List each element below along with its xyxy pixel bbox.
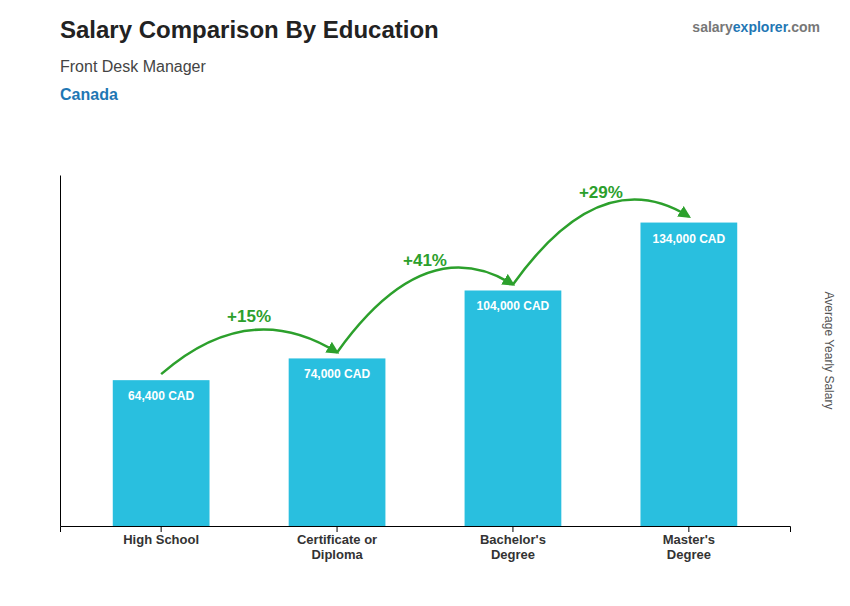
x-tick-mark xyxy=(512,526,513,532)
x-tick-label-line: Bachelor's xyxy=(480,532,546,547)
change-arrows: +15% +41% +29% xyxy=(161,183,689,374)
data-label: 64,400 CAD xyxy=(128,389,194,403)
change-arrow xyxy=(513,200,689,285)
website: salaryexplorer.com xyxy=(692,19,820,35)
data-label: 134,000 CAD xyxy=(652,232,725,246)
x-tick-label: High School xyxy=(123,532,199,547)
x-tick-mark xyxy=(688,526,689,532)
x-tick-label-line: Diploma xyxy=(311,547,363,562)
x-axis-line xyxy=(61,527,791,533)
x-tick-label-line: Master's xyxy=(663,532,715,547)
bar xyxy=(289,358,386,526)
country: Canada xyxy=(60,86,118,103)
x-tick-label-line: High School xyxy=(123,532,199,547)
bar xyxy=(113,380,210,526)
y-axis-line xyxy=(60,176,61,527)
subtitle: Front Desk Manager xyxy=(60,58,207,75)
bar xyxy=(465,290,562,526)
x-tick-label-line: Degree xyxy=(667,547,711,562)
y-axis xyxy=(60,176,61,527)
change-arrow xyxy=(161,329,337,374)
website-part: explorer xyxy=(733,19,789,35)
x-tick-label-line: Certificate or xyxy=(297,532,377,547)
website-part: .com xyxy=(787,19,820,35)
change-arrow xyxy=(337,267,513,352)
bar xyxy=(640,223,737,526)
chart: Salary Comparison By Education Front Desk… xyxy=(0,0,850,606)
x-tick-mark xyxy=(337,526,338,532)
plot: High School Certificate orDiploma Bachelor… xyxy=(61,176,791,563)
data-labels: 64,400 CAD 74,000 CAD 104,000 CAD 134,000 C… xyxy=(128,232,725,404)
title: Salary Comparison By Education xyxy=(60,16,439,43)
website-part: salary xyxy=(692,19,733,35)
change-label: +29% xyxy=(579,183,623,202)
y-axis-title: Average Yearly Salary xyxy=(822,292,836,410)
x-tick: High School xyxy=(123,526,199,547)
bars xyxy=(113,223,737,526)
x-axis: High School Certificate orDiploma Bachelor… xyxy=(61,526,791,562)
data-label: 104,000 CAD xyxy=(477,299,550,313)
x-tick-label: Bachelor'sDegree xyxy=(480,532,546,562)
x-tick: Certificate orDiploma xyxy=(297,526,377,562)
x-tick-label-line: Degree xyxy=(491,547,535,562)
change-label: +15% xyxy=(227,307,271,326)
x-tick-label: Certificate orDiploma xyxy=(297,532,377,562)
x-tick: Master'sDegree xyxy=(663,526,715,562)
change-label: +41% xyxy=(403,251,447,270)
data-label: 74,000 CAD xyxy=(304,367,370,381)
x-tick-mark xyxy=(161,526,162,532)
x-tick-label: Master'sDegree xyxy=(663,532,715,562)
x-tick: Bachelor'sDegree xyxy=(480,526,546,562)
